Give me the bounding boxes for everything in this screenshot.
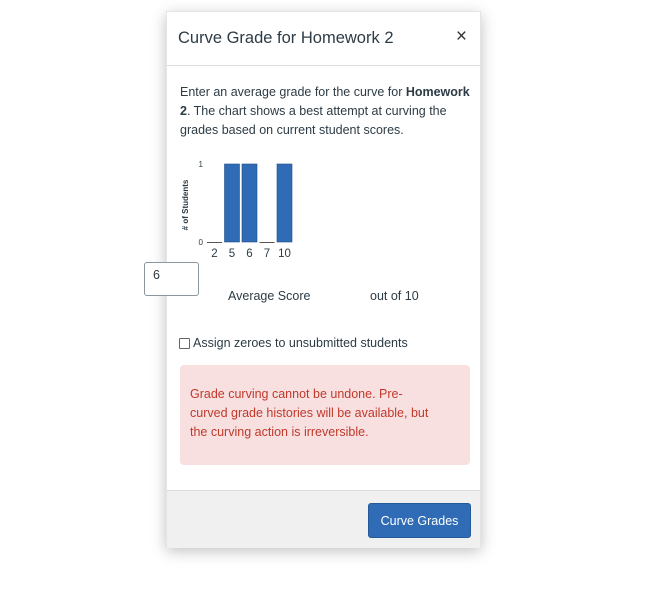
x-tick-label: 5	[229, 248, 235, 260]
dialog-body: Enter an average grade for the curve for…	[167, 66, 480, 491]
grade-distribution-chart: # of Students 0 1 2 5 6 7 10	[181, 160, 293, 260]
y-axis-label: # of Students	[181, 179, 190, 230]
dialog-footer: Curve Grades	[167, 490, 480, 548]
dialog-header: Curve Grade for Homework 2 ×	[167, 12, 480, 66]
chart-bar	[276, 163, 293, 243]
curve-grade-dialog: Curve Grade for Homework 2 × Enter an av…	[166, 11, 481, 548]
chart-bar	[241, 163, 258, 243]
warning-alert: Grade curving cannot be undone. Pre-curv…	[180, 365, 470, 465]
x-tick-label: 2	[211, 248, 217, 260]
curve-grades-button[interactable]: Curve Grades	[368, 503, 471, 538]
description-text-rest: . The chart shows a best attempt at curv…	[180, 104, 447, 137]
dialog-title: Curve Grade for Homework 2	[178, 29, 394, 47]
x-tick-label: 10	[278, 248, 291, 260]
x-tick-label: 6	[246, 248, 252, 260]
close-icon[interactable]: ×	[455, 26, 467, 47]
description-text: Enter an average grade for the curve for	[180, 85, 406, 99]
average-score-input[interactable]	[144, 262, 199, 296]
assign-zeroes-label[interactable]: Assign zeroes to unsubmitted students	[193, 336, 408, 350]
out-of-label: out of 10	[370, 289, 419, 303]
assign-zeroes-checkbox[interactable]	[179, 337, 190, 349]
assign-zeroes-row[interactable]: Assign zeroes to unsubmitted students	[179, 336, 408, 350]
assignment-name: Homework 2	[180, 85, 470, 118]
y-tick-label: 1	[199, 160, 204, 169]
x-tick-label: 7	[264, 248, 270, 260]
average-score-label: Average Score	[228, 289, 311, 303]
y-tick-label: 0	[199, 238, 204, 247]
chart-bar	[224, 163, 240, 243]
warning-text: Grade curving cannot be undone. Pre-curv…	[190, 387, 429, 439]
dialog-description: Enter an average grade for the curve for…	[180, 83, 472, 140]
